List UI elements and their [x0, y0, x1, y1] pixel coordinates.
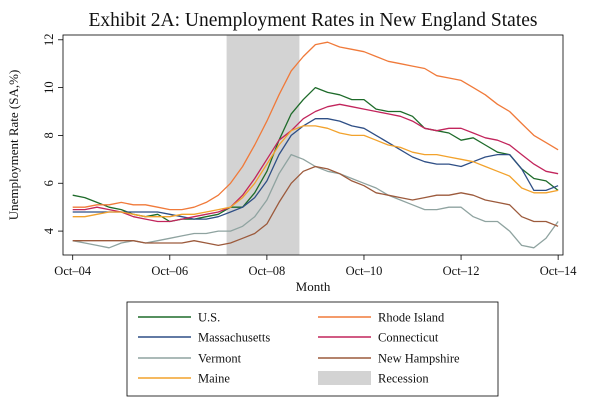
y-tick-label: 8	[42, 132, 56, 138]
legend-label: U.S.	[198, 311, 220, 325]
legend: U.S. Rhode Island Massachusetts Connecticut…	[126, 301, 499, 397]
legend-items: U.S. Rhode Island Massachusetts Connecticut…	[138, 311, 460, 386]
y-tick-label: 6	[42, 180, 56, 186]
legend-item: Vermont	[138, 352, 242, 366]
legend-swatch-box	[318, 371, 371, 385]
x-tick-label: Oct–12	[443, 264, 480, 278]
legend-item: Connecticut	[318, 331, 439, 345]
chart-title: Exhibit 2A: Unemployment Rates in New En…	[89, 10, 538, 31]
series-line-massachusetts	[72, 118, 559, 220]
legend-item: Massachusetts	[138, 331, 270, 345]
series-line-connecticut	[72, 103, 559, 223]
x-axis: Oct–04 Oct–06 Oct–08 Oct–10 Oct–12 Oct–14	[54, 255, 577, 278]
series-line-rhode-island	[72, 41, 559, 211]
series-layer	[72, 41, 559, 249]
legend-item: New Hampshire	[318, 352, 460, 366]
legend-label: Massachusetts	[198, 331, 270, 345]
y-tick-label: 12	[42, 34, 56, 47]
series-line-maine	[72, 125, 559, 218]
x-tick-label: Oct–08	[248, 264, 285, 278]
series-line-u-s	[72, 86, 559, 223]
y-axis-label: Unemployment Rate (SA,%)	[6, 70, 21, 221]
legend-label: Rhode Island	[378, 311, 445, 325]
x-tick-label: Oct–06	[151, 264, 188, 278]
y-tick-label: 4	[42, 227, 56, 234]
legend-item: Maine	[138, 372, 230, 386]
x-axis-label: Month	[296, 279, 331, 294]
series-line-new-hampshire	[72, 165, 559, 247]
recession-layer	[226, 35, 300, 255]
legend-label: Vermont	[198, 352, 242, 366]
legend-label: Maine	[198, 372, 230, 386]
y-tick-label: 10	[42, 81, 56, 94]
legend-item: U.S.	[138, 311, 220, 325]
x-tick-label: Oct–14	[540, 264, 578, 278]
legend-item: Recession	[318, 371, 429, 386]
plot-frame	[62, 34, 564, 256]
legend-item: Rhode Island	[318, 311, 445, 325]
x-tick-label: Oct–04	[54, 264, 92, 278]
legend-label: Connecticut	[378, 331, 439, 345]
legend-label: New Hampshire	[378, 352, 460, 366]
x-tick-label: Oct–10	[346, 264, 383, 278]
recession-band	[226, 35, 300, 255]
y-axis: 4 6 8 10 12	[42, 34, 63, 234]
legend-label: Recession	[378, 372, 429, 386]
series-line-vermont	[72, 153, 559, 249]
